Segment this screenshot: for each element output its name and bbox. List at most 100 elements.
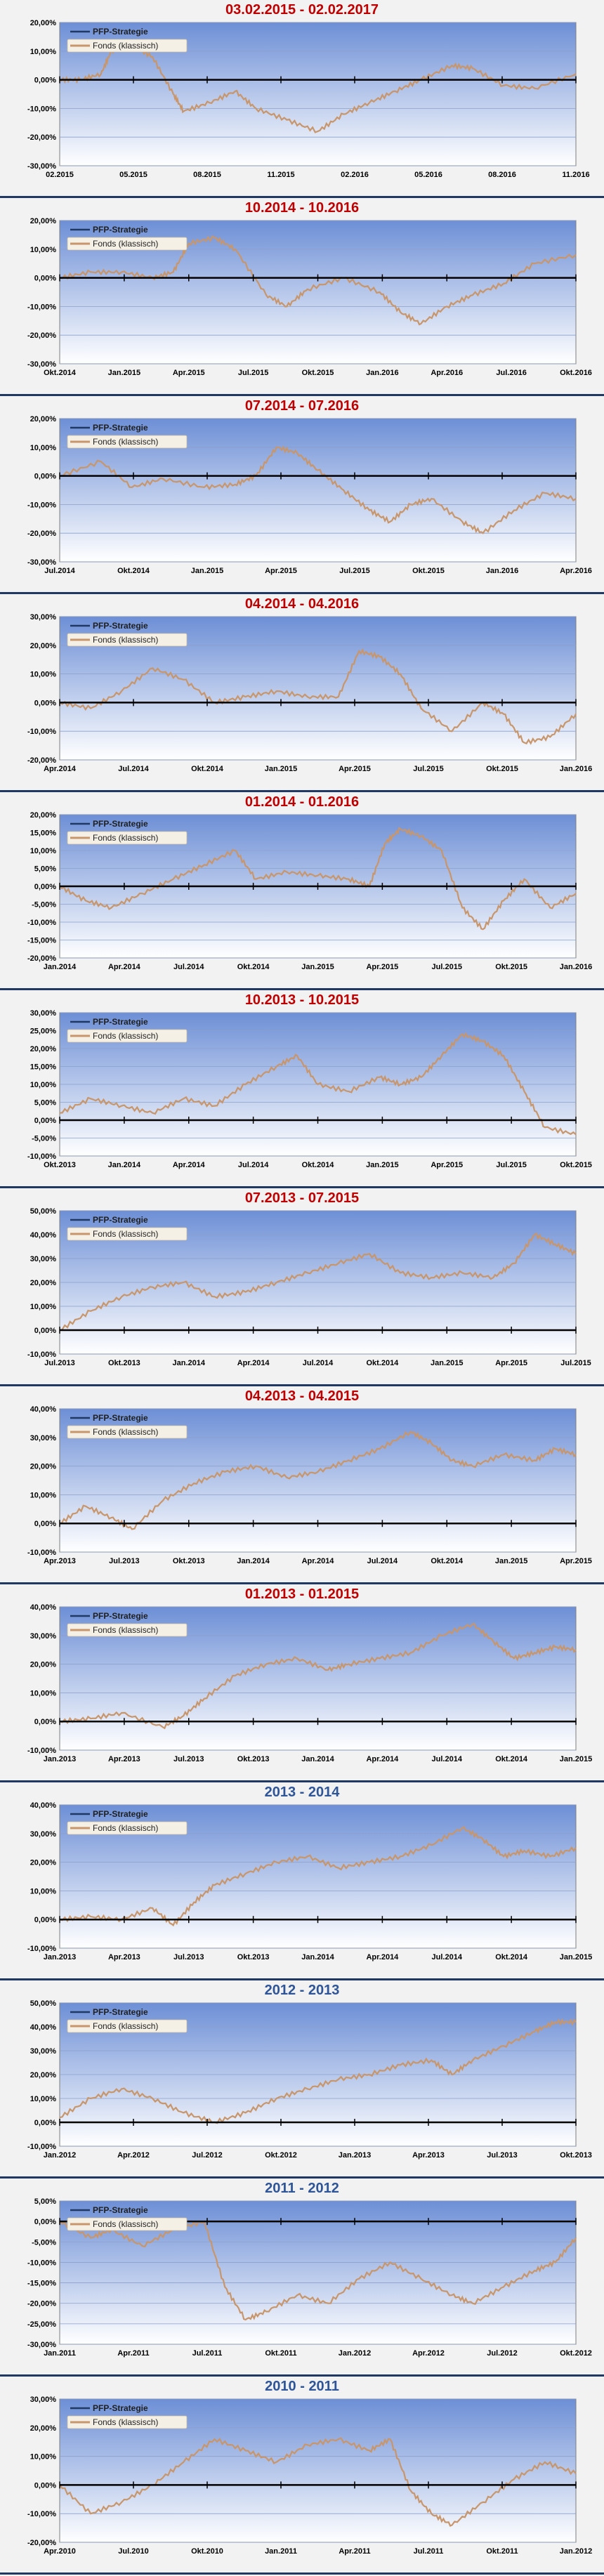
panel-separator [0,1780,604,1782]
legend-fund-box [67,831,188,845]
legend: PFP-Strategie Fonds (klassisch) [67,1215,188,1241]
y-tick-label: 5,00% [34,2197,56,2206]
legend: PFP-Strategie Fonds (klassisch) [67,2403,188,2429]
legend-fund-box [67,1425,188,1439]
legend-strategy-label: PFP-Strategie [93,27,148,37]
legend: PFP-Strategie Fonds (klassisch) [67,621,188,647]
y-tick-label: 10,00% [30,847,57,855]
x-tick-label: Okt.2014 [191,765,224,773]
x-tick-label: Jan.2013 [44,1755,76,1763]
chart-title: 2011 - 2012 [265,2181,339,2196]
legend: PFP-Strategie Fonds (klassisch) [67,1611,188,1637]
x-tick-label: Okt.2014 [117,567,150,575]
y-tick-label: 40,00% [30,1405,57,1414]
legend-fund-label: Fonds (klassisch) [93,635,158,645]
panel-separator [0,2374,604,2377]
series-fund-line [59,1826,577,1927]
x-tick-label: Okt.2015 [412,567,445,575]
x-tick-label: Jul.2013 [173,1755,204,1763]
y-tick-label: -5,00% [32,1135,56,1143]
legend: PFP-Strategie Fonds (klassisch) [67,27,188,53]
x-tick-label: Apr.2015 [173,369,205,377]
panel-separator [0,196,604,198]
x-tick-label: Jan.2013 [339,2151,371,2160]
x-tick-label: 05.2016 [414,171,442,179]
chart-svg: 07.2013 - 07.2015 50,00% 40,00% 30,00% 20,00… [27,1190,591,1367]
y-tick-label: -15,00% [27,937,56,945]
y-tick-label: 0,00% [34,1718,56,1726]
chart-title: 04.2013 - 04.2015 [245,1388,359,1404]
chart-svg: 04.2013 - 04.2015 40,00% 30,00% 20,00% 10,00… [27,1388,592,1565]
y-tick-label: 10,00% [30,1689,57,1697]
x-tick-label: Okt.2013 [237,1755,270,1763]
y-tick-label: 20,00% [30,1859,57,1867]
series-fund-line [59,648,577,745]
x-tick-label: Apr.2015 [560,1557,592,1565]
legend-fund-box [67,2415,188,2429]
x-tick-label: Jul.2010 [118,2547,148,2556]
legend: PFP-Strategie Fonds (klassisch) [67,1017,188,1043]
chart-panel: 01.2014 - 01.2016 20,00% 15,00% 10,00% 5,00%… [0,792,604,988]
x-tick-label: 11.2015 [267,171,294,179]
x-tick-label: Okt.2011 [265,2349,296,2358]
y-tick-label: 0,00% [34,2481,56,2490]
chart-svg: 07.2014 - 07.2016 20,00% 10,00% 0,00% -10,00… [27,398,592,575]
legend-fund-box [67,1623,188,1637]
legend-strategy-label: PFP-Strategie [93,1413,148,1423]
x-tick-label: Jul.2016 [496,369,526,377]
legend-fund-box [67,1227,188,1241]
x-tick-label: Okt.2015 [302,369,334,377]
legend-fund-label: Fonds (klassisch) [93,1427,158,1437]
x-tick-label: Jan.2015 [560,1755,592,1763]
x-tick-label: Jul.2014 [118,765,149,773]
y-tick-label: 40,00% [30,1603,57,1612]
x-tick-label: 02.2015 [46,171,74,179]
chart-title: 2013 - 2014 [265,1785,341,1800]
chart-panel: 03.02.2015 - 02.02.2017 20,00% 10,00% 0,00%… [0,0,604,196]
x-tick-label: 08.2016 [488,171,516,179]
y-tick-label: -20,00% [27,756,56,765]
x-tick-label: Apr.2011 [339,2547,370,2556]
x-tick-label: Jan.2015 [366,1161,398,1169]
y-tick-label: -20,00% [27,954,56,963]
panel-separator [0,1582,604,1584]
y-tick-label: 0,00% [34,1327,56,1335]
legend: PFP-Strategie Fonds (klassisch) [67,423,188,449]
x-tick-label: Jan.2012 [560,2547,592,2556]
legend-fund-label: Fonds (klassisch) [93,1229,158,1239]
x-tick-label: 05.2015 [119,171,147,179]
y-tick-label: 20,00% [30,217,57,225]
x-tick-label: Jan.2015 [431,1359,463,1367]
x-tick-label: Jan.2016 [560,765,592,773]
y-tick-label: -10,00% [27,1351,56,1359]
x-tick-label: Okt.2014 [44,369,77,377]
y-tick-label: 10,00% [30,1491,57,1499]
x-tick-label: Apr.2013 [108,1953,140,1961]
y-tick-label: -20,00% [27,530,56,538]
panel-separator [0,1186,604,1188]
x-tick-label: Apr.2015 [431,1161,463,1169]
chart-title: 2012 - 2013 [265,1983,340,1998]
legend-fund-box [67,237,188,251]
panel-separator [0,2572,604,2575]
x-tick-label: Jul.2014 [238,1161,269,1169]
x-tick-label: Jul.2015 [496,1161,526,1169]
chart-svg: 01.2014 - 01.2016 20,00% 15,00% 10,00% 5,00%… [27,794,592,971]
x-tick-label: Jul.2015 [339,567,369,575]
legend-strategy-label: PFP-Strategie [93,423,148,433]
y-tick-label: -10,00% [27,1945,56,1953]
y-tick-label: -10,00% [27,1549,56,1557]
chart-panel: 2011 - 2012 5,00% 0,00% -5,00% -10,00% -15,00… [0,2179,604,2374]
x-tick-label: Apr.2016 [431,369,463,377]
x-tick-label: Apr.2010 [44,2547,76,2556]
legend: PFP-Strategie Fonds (klassisch) [67,2007,188,2033]
legend-strategy-label: PFP-Strategie [93,2205,148,2215]
x-tick-label: Jan.2014 [237,1557,270,1565]
x-tick-label: Jul.2011 [192,2349,223,2358]
x-tick-label: Jan.2016 [560,963,592,971]
x-tick-label: 08.2015 [193,171,221,179]
y-tick-label: 30,00% [30,1255,57,1263]
x-tick-label: Apr.2014 [173,1161,206,1169]
chart-svg: 2012 - 2013 50,00% 40,00% 30,00% 20,00% 10,00… [27,1983,592,2160]
legend-fund-label: Fonds (klassisch) [93,2219,158,2229]
